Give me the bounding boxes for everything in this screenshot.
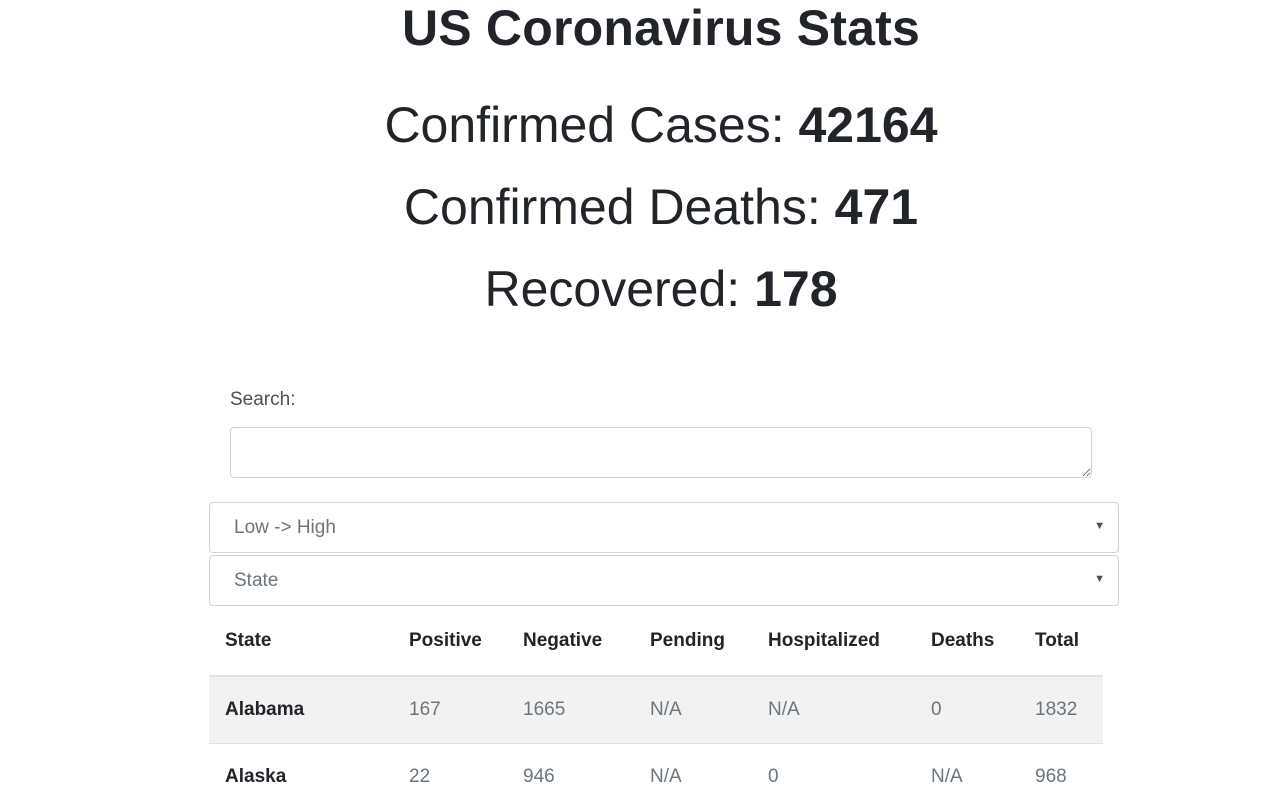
recovered-stat: Recovered: 178 (0, 259, 1280, 319)
table-cell-deaths: 0 (915, 675, 1019, 744)
column-header-total[interactable]: Total (1019, 607, 1103, 677)
confirmed-cases-stat: Confirmed Cases: 42164 (0, 95, 1280, 155)
sort-field-select[interactable]: State ▼ (209, 555, 1119, 606)
caret-down-icon: ▼ (1094, 520, 1105, 532)
page-title: US Coronavirus Stats (401, 0, 920, 56)
search-input[interactable] (230, 427, 1092, 478)
column-header-deaths[interactable]: Deaths (915, 607, 1019, 677)
table-cell-deaths: N/A (915, 743, 1019, 800)
table-cell-negative: 946 (507, 743, 634, 800)
stats-table: State Positive Negative Pending Hospital… (209, 607, 1103, 800)
table-cell-total: 968 (1019, 743, 1103, 800)
confirmed-deaths-value: 471 (834, 179, 919, 235)
table-cell-hospitalized: N/A (752, 675, 915, 744)
sort-field-selected-value: State (234, 569, 279, 591)
table-cell-pending: N/A (634, 743, 752, 800)
table-cell-state: Alabama (209, 675, 393, 744)
table-cell-pending: N/A (634, 675, 752, 744)
recovered-value: 178 (754, 261, 838, 317)
confirmed-cases-value: 42164 (798, 97, 938, 153)
table-cell-total: 1832 (1019, 675, 1103, 744)
column-header-state[interactable]: State (209, 607, 393, 677)
table-row: Alaska 22 946 N/A 0 N/A 968 (209, 743, 1103, 800)
table-cell-positive: 167 (393, 675, 507, 744)
search-label: Search: (230, 389, 296, 410)
caret-down-icon: ▼ (1094, 573, 1105, 585)
table-cell-positive: 22 (393, 743, 507, 800)
table-row: Alabama 167 1665 N/A N/A 0 1832 (209, 675, 1103, 744)
column-header-hospitalized[interactable]: Hospitalized (752, 607, 915, 677)
confirmed-cases-label: Confirmed Cases: (384, 97, 799, 153)
confirmed-deaths-label: Confirmed Deaths: (403, 179, 835, 235)
table-cell-negative: 1665 (507, 675, 634, 744)
table-cell-state: Alaska (209, 743, 393, 800)
sort-order-select[interactable]: Low -> High ▼ (209, 502, 1119, 553)
confirmed-deaths-stat: Confirmed Deaths: 471 (0, 177, 1280, 237)
stats-table-container: State Positive Negative Pending Hospital… (209, 607, 1103, 800)
table-header-row: State Positive Negative Pending Hospital… (209, 607, 1103, 677)
column-header-pending[interactable]: Pending (634, 607, 752, 677)
column-header-negative[interactable]: Negative (507, 607, 634, 677)
column-header-positive[interactable]: Positive (393, 607, 507, 677)
recovered-label: Recovered: (484, 261, 755, 317)
sort-order-selected-value: Low -> High (234, 516, 336, 538)
table-cell-hospitalized: 0 (752, 743, 915, 800)
